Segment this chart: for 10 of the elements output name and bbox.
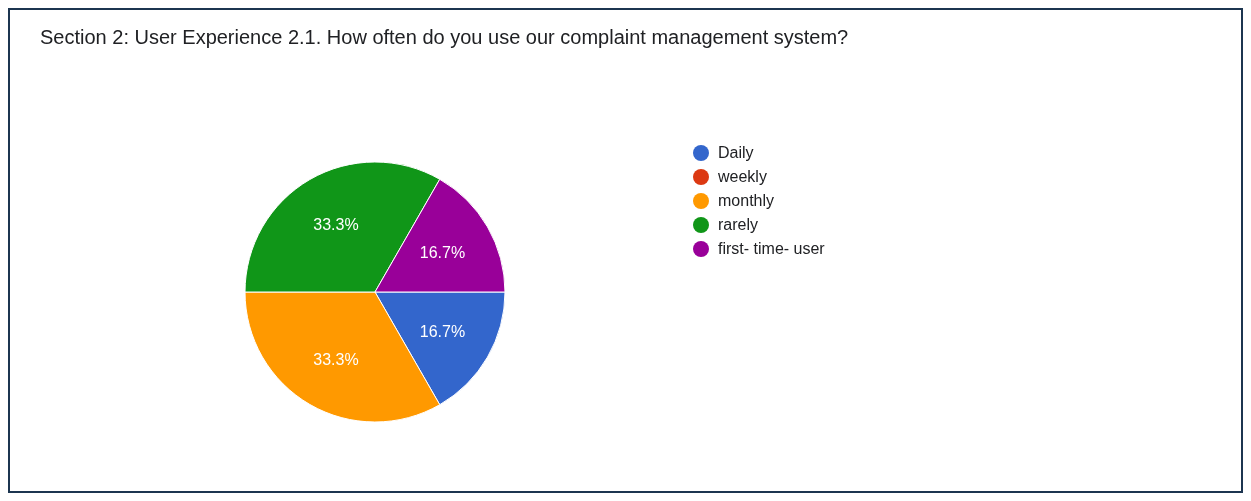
legend-label: weekly [718, 168, 767, 186]
legend-label: monthly [718, 192, 775, 210]
legend-label: Daily [718, 144, 754, 162]
data-label: 33.3% [313, 215, 359, 233]
data-label: 16.7% [419, 244, 466, 262]
chart-title: Section 2: User Experience 2.1. How often do you use our complaint management system? [40, 26, 849, 49]
data-label: 16.7% [419, 322, 466, 340]
legend-label: rarely [718, 216, 759, 234]
legend-label: first- time- user [718, 240, 825, 258]
data-label: 33.3% [313, 351, 359, 369]
